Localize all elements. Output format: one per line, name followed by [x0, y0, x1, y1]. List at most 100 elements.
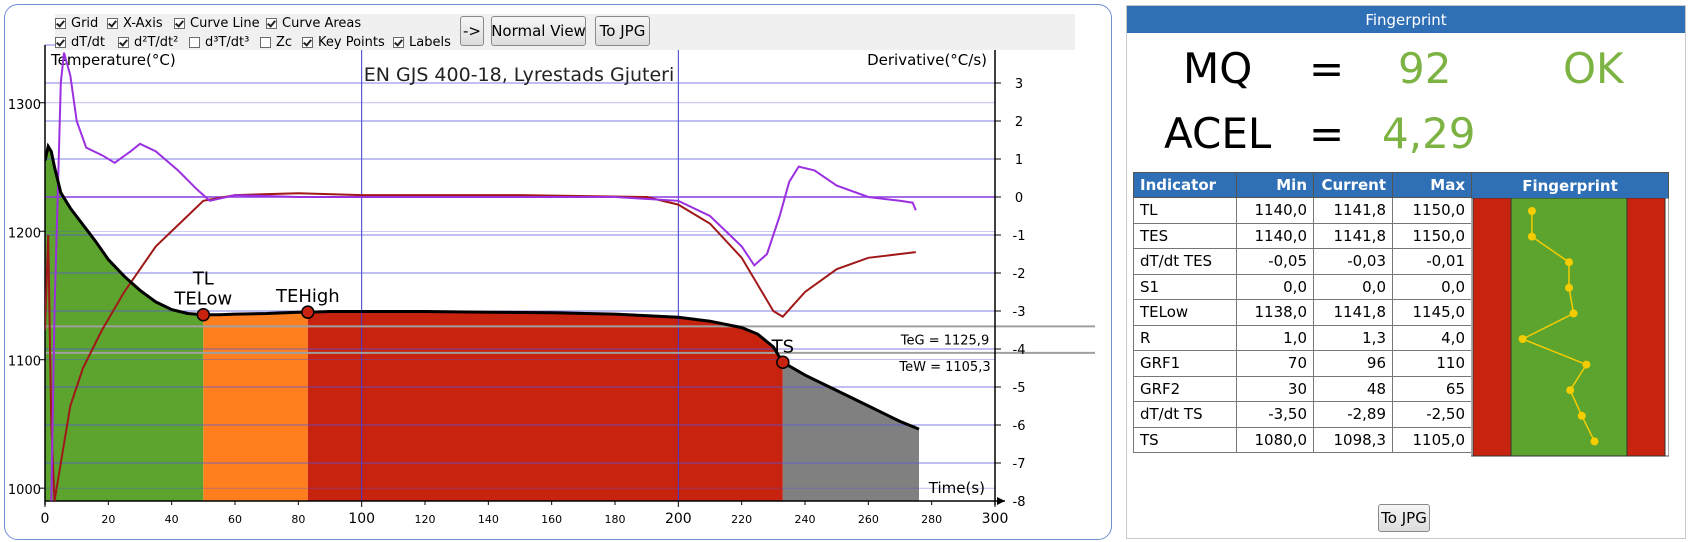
mq-equals: = — [1309, 44, 1345, 93]
key-point-label: TS — [771, 336, 794, 357]
key-points-checkbox[interactable]: Key Points — [302, 33, 385, 51]
fp-point — [1565, 258, 1573, 267]
arrow-button[interactable]: -> — [460, 16, 484, 46]
fp-red-left — [1472, 198, 1512, 457]
y-left-tick-label: 1200 — [8, 226, 41, 241]
y-left-tick-label: 1300 — [8, 98, 41, 113]
cell-min: 1138,0 — [1236, 299, 1314, 326]
checkbox-mark[interactable] — [55, 17, 66, 29]
x-tick-label-minor: 260 — [858, 513, 879, 526]
x-tick-label-minor: 60 — [228, 513, 242, 526]
table-row: dT/dt TES -0,05 -0,03 -0,01 — [1133, 248, 1472, 275]
x-tick-label-minor: 160 — [541, 513, 562, 526]
table-row: TS 1080,0 1098,3 1105,0 — [1133, 426, 1472, 453]
series-dtdt — [45, 192, 916, 501]
checkbox-mark[interactable] — [107, 17, 118, 29]
cell-current: -0,03 — [1313, 248, 1393, 275]
cell-min: 1140,0 — [1236, 197, 1314, 224]
to-jpg-button-2[interactable]: To JPG — [1378, 504, 1430, 532]
acel-label: ACEL — [1164, 109, 1272, 158]
key-point-label: TELow — [173, 289, 232, 310]
y-right-axis-title: Derivative(°C/s) — [867, 51, 987, 69]
d3tdt3-checkbox[interactable]: d³T/dt³ — [189, 33, 249, 51]
x-tick-label-major: 200 — [665, 511, 692, 527]
y-right-tick-label: -8 — [1013, 495, 1026, 510]
normal-view-button[interactable]: Normal View — [491, 16, 586, 46]
dtdt-checkbox[interactable]: dT/dt — [55, 33, 105, 51]
y-right-tick-label: -7 — [1013, 457, 1026, 472]
key-point-label: TL — [192, 269, 214, 290]
header-max: Max — [1392, 172, 1472, 198]
cell-current: 1141,8 — [1313, 197, 1393, 224]
table-row: R 1,0 1,3 4,0 — [1133, 324, 1472, 351]
y-right-tick-label: 2 — [1015, 115, 1023, 130]
zc-checkbox[interactable]: Zc — [260, 33, 292, 51]
fp-line — [1520, 211, 1596, 442]
mq-value: 92 — [1398, 44, 1452, 93]
status-ok: OK — [1563, 44, 1624, 93]
cell-indicator: TL — [1133, 197, 1237, 224]
checkbox-label: X-Axis — [123, 15, 163, 31]
checkbox-mark[interactable] — [266, 17, 277, 29]
cell-max: 110 — [1392, 350, 1472, 377]
fp-red-right — [1626, 198, 1666, 457]
x-tick-label-minor: 80 — [291, 513, 305, 526]
cell-indicator: dT/dt TS — [1133, 401, 1237, 428]
cell-max: 1150,0 — [1392, 222, 1472, 249]
cell-max: 65 — [1392, 375, 1472, 402]
table-row: dT/dt TS -3,50 -2,89 -2,50 — [1133, 401, 1472, 428]
fp-point — [1590, 437, 1599, 446]
x-axis-title: Time(s) — [928, 479, 985, 497]
cell-min: 1,0 — [1236, 324, 1314, 351]
x-tick-label-minor: 20 — [101, 513, 115, 526]
area-gray — [782, 362, 919, 501]
fingerprint-column-title: Fingerprint — [1471, 172, 1669, 199]
checkbox-mark[interactable] — [189, 36, 200, 48]
key-point-label: TEHigh — [275, 286, 340, 307]
y-right-tick-label: -6 — [1013, 419, 1026, 434]
area-green — [45, 146, 204, 501]
checkbox-mark[interactable] — [174, 17, 185, 29]
cell-max: -0,01 — [1392, 248, 1472, 275]
fingerprint-panel: Fingerprint MQ = 92 OK ACEL = 4,29 Indic… — [1126, 5, 1686, 539]
cell-min: 0,0 — [1236, 273, 1314, 300]
curve-line-checkbox[interactable]: Curve Line — [174, 14, 260, 32]
fp-point — [1518, 335, 1527, 343]
acel-equals: = — [1309, 109, 1345, 158]
checkbox-mark[interactable] — [393, 36, 404, 48]
checkbox-label: dT/dt — [71, 34, 105, 50]
labels-checkbox[interactable]: Labels — [393, 33, 451, 51]
y-left-tick-label: 1000 — [8, 483, 41, 498]
cell-indicator: TS — [1133, 426, 1237, 453]
checkbox-mark[interactable] — [302, 36, 313, 48]
fingerprint-graphic — [1471, 198, 1669, 457]
checkbox-label: Key Points — [318, 34, 385, 50]
grid-checkbox[interactable]: Grid — [55, 14, 98, 32]
cell-indicator: GRF1 — [1133, 350, 1237, 377]
fp-point — [1527, 207, 1536, 215]
curve-areas-checkbox[interactable]: Curve Areas — [266, 14, 361, 32]
checkbox-mark[interactable] — [55, 36, 66, 48]
cell-indicator: dT/dt TES — [1133, 248, 1237, 275]
y-right-tick-label: -5 — [1013, 381, 1026, 396]
checkbox-label: Curve Areas — [282, 15, 362, 31]
cell-current: 96 — [1313, 350, 1393, 377]
x-axis-checkbox[interactable]: X-Axis — [107, 14, 163, 32]
y-right-tick-label: -2 — [1013, 267, 1026, 282]
table-row: GRF2 30 48 65 — [1133, 375, 1472, 402]
fp-point — [1566, 386, 1575, 395]
checkbox-mark[interactable] — [260, 36, 271, 48]
checkbox-mark[interactable] — [118, 36, 129, 48]
checkbox-label: d²T/dt² — [134, 34, 179, 50]
ref-line-label: TeG = 1125,9 — [900, 333, 989, 348]
d2tdt2-checkbox[interactable]: d²T/dt² — [118, 33, 178, 51]
cell-current: 48 — [1313, 375, 1393, 402]
to-jpg-button[interactable]: To JPG — [595, 16, 650, 46]
fp-point — [1582, 360, 1591, 369]
cell-max: -2,50 — [1392, 401, 1472, 428]
checkbox-label: Grid — [71, 15, 99, 31]
checkbox-label: Zc — [276, 34, 293, 50]
cell-current: 1141,8 — [1313, 222, 1393, 249]
cell-indicator: R — [1133, 324, 1237, 351]
